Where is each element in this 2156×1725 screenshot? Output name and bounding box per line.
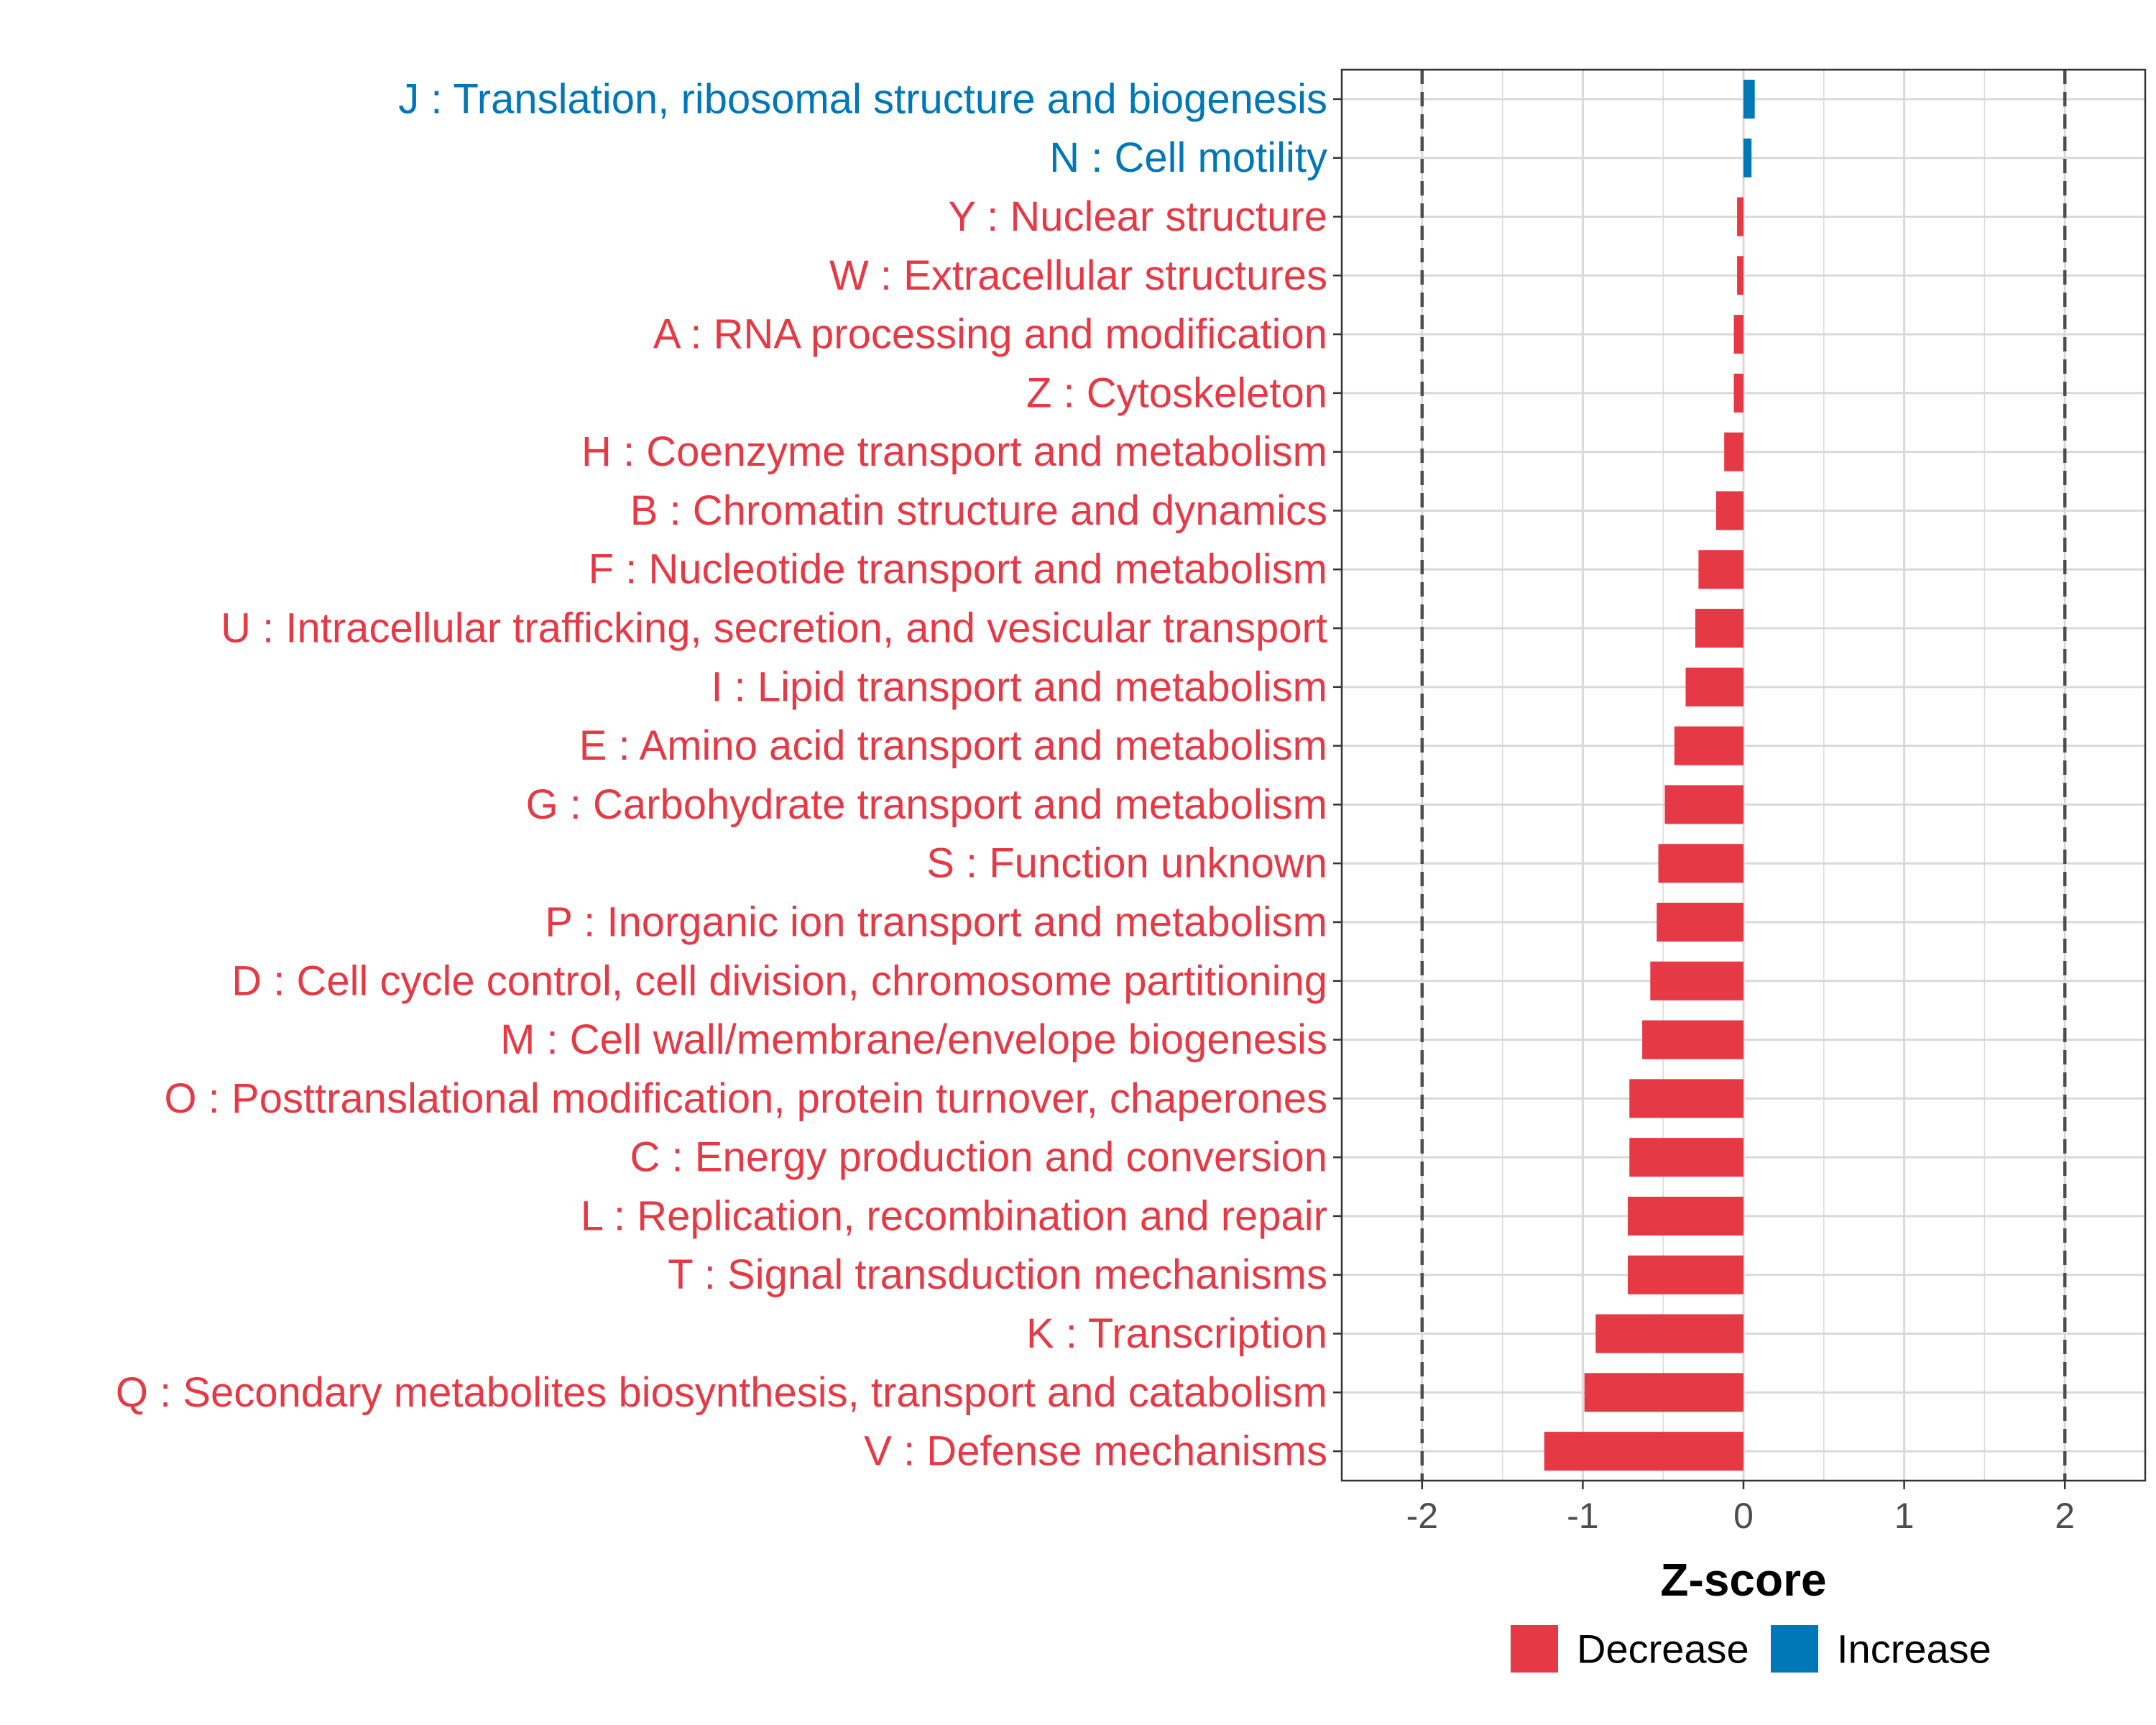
category-label: Q : Secondary metabolites biosynthesis, …: [116, 1369, 1327, 1416]
category-label: M : Cell wall/membrane/envelope biogenes…: [500, 1016, 1327, 1063]
category-label: T : Signal transduction mechanisms: [668, 1251, 1327, 1298]
bar: [1674, 726, 1743, 765]
bars: [1544, 79, 1755, 1471]
category-label: Z : Cytoskeleton: [1026, 369, 1327, 416]
category-label: V : Defense mechanisms: [864, 1428, 1327, 1475]
category-label: E : Amino acid transport and metabolism: [579, 722, 1327, 769]
bar: [1664, 785, 1743, 824]
reference-lines: [1420, 70, 2067, 1481]
bar: [1743, 138, 1752, 178]
x-tick-label: -1: [1567, 1496, 1598, 1536]
bar: [1733, 315, 1743, 354]
x-axis-title: Z-score: [1660, 1554, 1826, 1606]
bar: [1544, 1432, 1743, 1471]
legend: Decrease Increase: [1511, 1625, 1991, 1673]
bar: [1737, 256, 1743, 295]
legend-label-decrease: Decrease: [1577, 1627, 1749, 1672]
bar: [1584, 1373, 1743, 1412]
x-tick-label: 1: [1894, 1496, 1915, 1536]
bar: [1650, 961, 1743, 1000]
legend-label-increase: Increase: [1837, 1627, 1991, 1672]
category-label: Y : Nuclear structure: [948, 193, 1327, 240]
y-axis-ticks: [1333, 98, 1342, 1453]
category-label: H : Coenzyme transport and metabolism: [581, 428, 1327, 475]
bar: [1628, 1255, 1743, 1294]
category-label: I : Lipid transport and metabolism: [711, 663, 1327, 710]
x-tick-label: -2: [1406, 1496, 1438, 1536]
category-label: P : Inorganic ion transport and metaboli…: [545, 898, 1327, 945]
bar: [1737, 197, 1743, 236]
category-label: C : Energy production and conversion: [630, 1134, 1327, 1181]
bar: [1629, 1138, 1743, 1177]
bar: [1724, 432, 1743, 472]
category-label: A : RNA processing and modification: [653, 311, 1327, 358]
x-tick-label: 0: [1733, 1496, 1754, 1536]
category-label: J : Translation, ribosomal structure and…: [398, 75, 1327, 122]
category-label: O : Posttranslational modification, prot…: [165, 1075, 1327, 1122]
category-label: B : Chromatin structure and dynamics: [630, 487, 1327, 534]
bar: [1715, 491, 1743, 530]
x-tick-label: 2: [2055, 1496, 2075, 1536]
bar: [1733, 373, 1743, 413]
bar: [1695, 609, 1743, 648]
bar: [1698, 550, 1743, 589]
bar: [1595, 1314, 1743, 1353]
category-label: F : Nucleotide transport and metabolism: [589, 546, 1327, 593]
bar: [1642, 1020, 1743, 1059]
bar: [1657, 902, 1743, 942]
category-labels: J : Translation, ribosomal structure and…: [116, 75, 1327, 1474]
bar: [1628, 1196, 1743, 1236]
category-label: S : Function unknown: [926, 840, 1327, 887]
bar: [1743, 79, 1755, 119]
category-label: U : Intracellular trafficking, secretion…: [221, 605, 1327, 652]
category-label: L : Replication, recombination and repai…: [581, 1192, 1327, 1239]
bar: [1685, 667, 1743, 707]
category-label: D : Cell cycle control, cell division, c…: [231, 957, 1327, 1004]
x-axis-ticks: -2 -1 0 1 2: [1406, 1481, 2075, 1536]
category-label: K : Transcription: [1026, 1310, 1327, 1357]
category-label: G : Carbohydrate transport and metabolis…: [526, 781, 1327, 828]
category-label: W : Extracellular structures: [829, 252, 1327, 299]
legend-swatch-increase: [1771, 1625, 1818, 1673]
bar: [1629, 1079, 1743, 1118]
category-label: N : Cell motility: [1049, 134, 1327, 181]
bar: [1658, 844, 1743, 883]
legend-swatch-decrease: [1511, 1625, 1558, 1673]
